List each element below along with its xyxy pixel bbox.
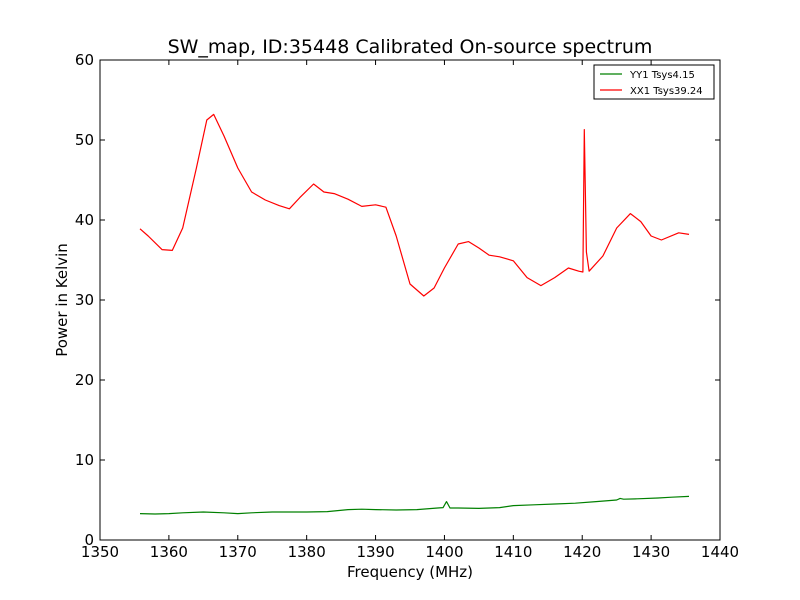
- legend-label-yy1: YY1 Tsys4.15: [629, 70, 695, 81]
- y-tick-label: 0: [84, 531, 94, 549]
- plot-frame: [99, 59, 721, 541]
- legend: YY1 Tsys4.15 XX1 Tsys39.24: [593, 64, 715, 100]
- y-tick-label: 20: [75, 371, 94, 389]
- x-tick-label: 1420: [563, 543, 601, 561]
- x-tick-label: 1380: [288, 543, 326, 561]
- legend-box: [593, 64, 715, 100]
- y-tick-label: 60: [75, 51, 94, 69]
- x-tick-label: 1440: [701, 543, 739, 561]
- plot-area: [100, 60, 720, 540]
- x-tick-label: 1370: [219, 543, 257, 561]
- chart-title: SW_map, ID:35448 Calibrated On-source sp…: [168, 36, 653, 58]
- y-tick-label: 40: [75, 211, 94, 229]
- legend-label-xx1: XX1 Tsys39.24: [630, 86, 703, 97]
- x-tick-label: 1400: [425, 543, 463, 561]
- x-tick-label: 1360: [150, 543, 188, 561]
- y-tick-label: 10: [75, 451, 94, 469]
- series-line-yy1: [139, 495, 690, 515]
- x-tick-label: 1410: [494, 543, 532, 561]
- tick-layer: 1350 1360 1370 1380 1390 1400 1410 1420 1430 1440…: [75, 51, 739, 561]
- series-line-xx1: [139, 113, 690, 297]
- x-tick-label: 1430: [632, 543, 670, 561]
- series-layer: [139, 113, 690, 515]
- x-tick-label: 1390: [356, 543, 394, 561]
- y-tick-label: 30: [75, 291, 94, 309]
- x-tick-label: 1350: [81, 543, 119, 561]
- y-tick-label: 50: [75, 131, 94, 149]
- x-axis-title: Frequency (MHz): [347, 563, 473, 581]
- y-axis-title: Power in Kelvin: [53, 243, 71, 357]
